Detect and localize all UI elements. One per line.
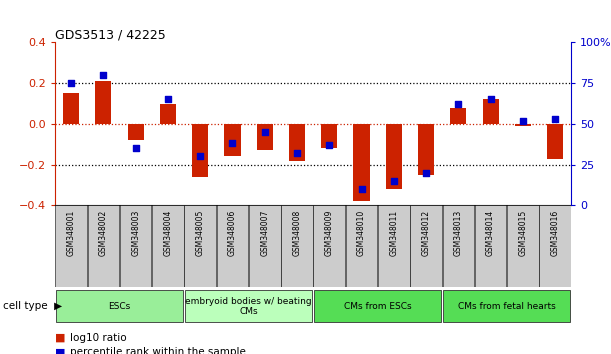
FancyBboxPatch shape bbox=[87, 205, 119, 287]
Text: GSM348003: GSM348003 bbox=[131, 209, 140, 256]
Text: GSM348009: GSM348009 bbox=[325, 209, 334, 256]
FancyBboxPatch shape bbox=[540, 205, 571, 287]
FancyBboxPatch shape bbox=[410, 205, 442, 287]
Bar bbox=[483, 99, 499, 124]
Text: GSM348012: GSM348012 bbox=[422, 209, 431, 256]
Point bbox=[196, 154, 205, 159]
FancyBboxPatch shape bbox=[314, 290, 441, 322]
Text: ESCs: ESCs bbox=[108, 302, 131, 311]
Text: GSM348004: GSM348004 bbox=[163, 209, 172, 256]
Bar bbox=[128, 124, 144, 140]
Text: CMs from fetal hearts: CMs from fetal hearts bbox=[458, 302, 555, 311]
Point bbox=[163, 97, 173, 102]
Text: ■: ■ bbox=[55, 347, 65, 354]
FancyBboxPatch shape bbox=[152, 205, 184, 287]
Text: GSM348006: GSM348006 bbox=[228, 209, 237, 256]
Bar bbox=[515, 124, 531, 126]
FancyBboxPatch shape bbox=[475, 205, 507, 287]
Bar bbox=[224, 124, 241, 156]
Point bbox=[551, 116, 560, 122]
FancyBboxPatch shape bbox=[217, 205, 248, 287]
Text: percentile rank within the sample: percentile rank within the sample bbox=[70, 347, 246, 354]
Point bbox=[292, 150, 302, 156]
Text: GSM348005: GSM348005 bbox=[196, 209, 205, 256]
FancyBboxPatch shape bbox=[185, 290, 312, 322]
Bar bbox=[160, 104, 176, 124]
Point bbox=[518, 118, 528, 124]
Text: GSM348013: GSM348013 bbox=[454, 209, 463, 256]
Point bbox=[324, 142, 334, 148]
FancyBboxPatch shape bbox=[56, 205, 87, 287]
Bar bbox=[418, 124, 434, 175]
Text: GSM348007: GSM348007 bbox=[260, 209, 269, 256]
Text: GSM348002: GSM348002 bbox=[99, 209, 108, 256]
Text: GSM348011: GSM348011 bbox=[389, 209, 398, 256]
FancyBboxPatch shape bbox=[507, 205, 539, 287]
FancyBboxPatch shape bbox=[56, 290, 183, 322]
Text: GSM348008: GSM348008 bbox=[293, 209, 301, 256]
FancyBboxPatch shape bbox=[185, 205, 216, 287]
FancyBboxPatch shape bbox=[281, 205, 313, 287]
Point bbox=[389, 178, 399, 184]
Point bbox=[486, 97, 496, 102]
Point bbox=[98, 72, 108, 78]
Bar bbox=[95, 81, 111, 124]
Text: ■: ■ bbox=[55, 333, 65, 343]
Bar bbox=[386, 124, 402, 189]
Text: cell type  ▶: cell type ▶ bbox=[3, 301, 62, 311]
Point bbox=[357, 186, 367, 192]
FancyBboxPatch shape bbox=[120, 205, 152, 287]
Point bbox=[227, 141, 237, 146]
Point bbox=[421, 170, 431, 176]
Bar bbox=[321, 124, 337, 148]
Bar bbox=[289, 124, 305, 161]
FancyBboxPatch shape bbox=[442, 205, 474, 287]
Point bbox=[453, 102, 463, 107]
Text: GSM348001: GSM348001 bbox=[67, 209, 76, 256]
Bar bbox=[354, 124, 370, 201]
Point bbox=[66, 80, 76, 86]
Text: GSM348014: GSM348014 bbox=[486, 209, 495, 256]
Bar bbox=[192, 124, 208, 177]
Text: GSM348016: GSM348016 bbox=[551, 209, 560, 256]
Point bbox=[260, 129, 269, 135]
Text: CMs from ESCs: CMs from ESCs bbox=[344, 302, 411, 311]
Text: GDS3513 / 42225: GDS3513 / 42225 bbox=[55, 28, 166, 41]
Text: embryoid bodies w/ beating
CMs: embryoid bodies w/ beating CMs bbox=[185, 297, 312, 316]
FancyBboxPatch shape bbox=[346, 205, 378, 287]
Bar bbox=[257, 124, 273, 150]
FancyBboxPatch shape bbox=[313, 205, 345, 287]
Point bbox=[131, 145, 141, 151]
Bar bbox=[547, 124, 563, 159]
Text: log10 ratio: log10 ratio bbox=[70, 333, 127, 343]
FancyBboxPatch shape bbox=[249, 205, 280, 287]
Text: GSM348010: GSM348010 bbox=[357, 209, 366, 256]
FancyBboxPatch shape bbox=[443, 290, 570, 322]
Bar bbox=[450, 108, 466, 124]
Bar bbox=[63, 93, 79, 124]
FancyBboxPatch shape bbox=[378, 205, 409, 287]
Text: GSM348015: GSM348015 bbox=[518, 209, 527, 256]
